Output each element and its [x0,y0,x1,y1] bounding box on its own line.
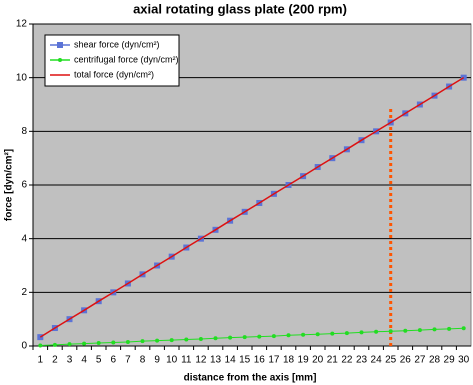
x-tick-label: 20 [312,355,324,366]
legend-label: total force (dyn/cm²) [74,69,154,79]
marker [286,333,291,338]
marker [125,339,130,344]
y-tick-label: 12 [16,19,28,30]
x-tick-label: 30 [458,355,470,366]
series-line [39,77,465,338]
x-tick-label: 15 [239,355,251,366]
marker [169,338,174,343]
x-tick-label: 10 [166,355,178,366]
marker [403,328,408,333]
marker [184,337,189,342]
x-tick-label: 29 [444,355,456,366]
x-tick-label: 2 [52,355,58,366]
x-tick-label: 5 [96,355,102,366]
marker [417,328,422,333]
x-tick-label: 26 [400,355,412,366]
legend-label: shear force (dyn/cm²) [74,39,160,49]
marker [447,326,452,331]
marker [359,330,364,335]
marker [301,332,306,337]
x-tick-label: 16 [254,355,266,366]
marker [330,331,335,336]
y-axis-label: force [dyn/cm²] [4,149,15,221]
x-tick-label: 6 [111,355,117,366]
x-tick-label: 25 [385,355,397,366]
x-tick-label: 27 [414,355,426,366]
legend-marker [57,42,63,48]
marker [461,326,466,331]
marker [111,340,116,345]
x-tick-label: 9 [154,355,160,366]
x-tick-label: 1 [38,355,44,366]
legend-label: centrifugal force (dyn/cm²) [74,54,179,64]
x-tick-label: 12 [195,355,207,366]
marker [82,341,87,346]
x-tick-label: 4 [81,355,87,366]
marker [213,336,218,341]
legend-marker [58,58,62,62]
marker [52,342,57,347]
x-axis-label: distance from the axis [mm] [184,373,317,384]
marker [271,334,276,339]
marker [344,331,349,336]
marker [140,339,145,344]
x-tick-label: 21 [327,355,339,366]
y-tick-label: 4 [21,233,27,244]
y-tick-label: 2 [21,287,27,298]
series-line [40,327,464,346]
x-tick-label: 23 [356,355,368,366]
x-tick-label: 22 [341,355,353,366]
marker [155,338,160,343]
chart-title: axial rotating glass plate (200 rpm) [133,1,347,16]
y-tick-label: 8 [21,126,27,137]
x-tick-label: 18 [283,355,295,366]
x-tick-label: 17 [268,355,280,366]
marker [257,334,262,339]
marker [432,327,437,332]
marker [96,341,101,346]
marker [315,332,320,337]
marker [67,342,72,347]
y-tick-label: 0 [21,341,27,352]
marker [228,335,233,340]
x-tick-label: 13 [210,355,222,366]
x-tick-label: 19 [298,355,310,366]
x-tick-label: 24 [371,355,383,366]
x-tick-label: 14 [225,355,237,366]
x-tick-label: 28 [429,355,441,366]
y-tick-label: 6 [21,180,27,191]
marker [374,329,379,334]
marker [242,335,247,340]
marker [198,337,203,342]
marker [38,343,43,348]
x-tick-label: 8 [140,355,146,366]
marker [388,329,393,334]
x-tick-label: 7 [125,355,131,366]
x-tick-label: 3 [67,355,73,366]
y-tick-label: 10 [16,72,28,83]
x-tick-label: 11 [181,355,192,366]
